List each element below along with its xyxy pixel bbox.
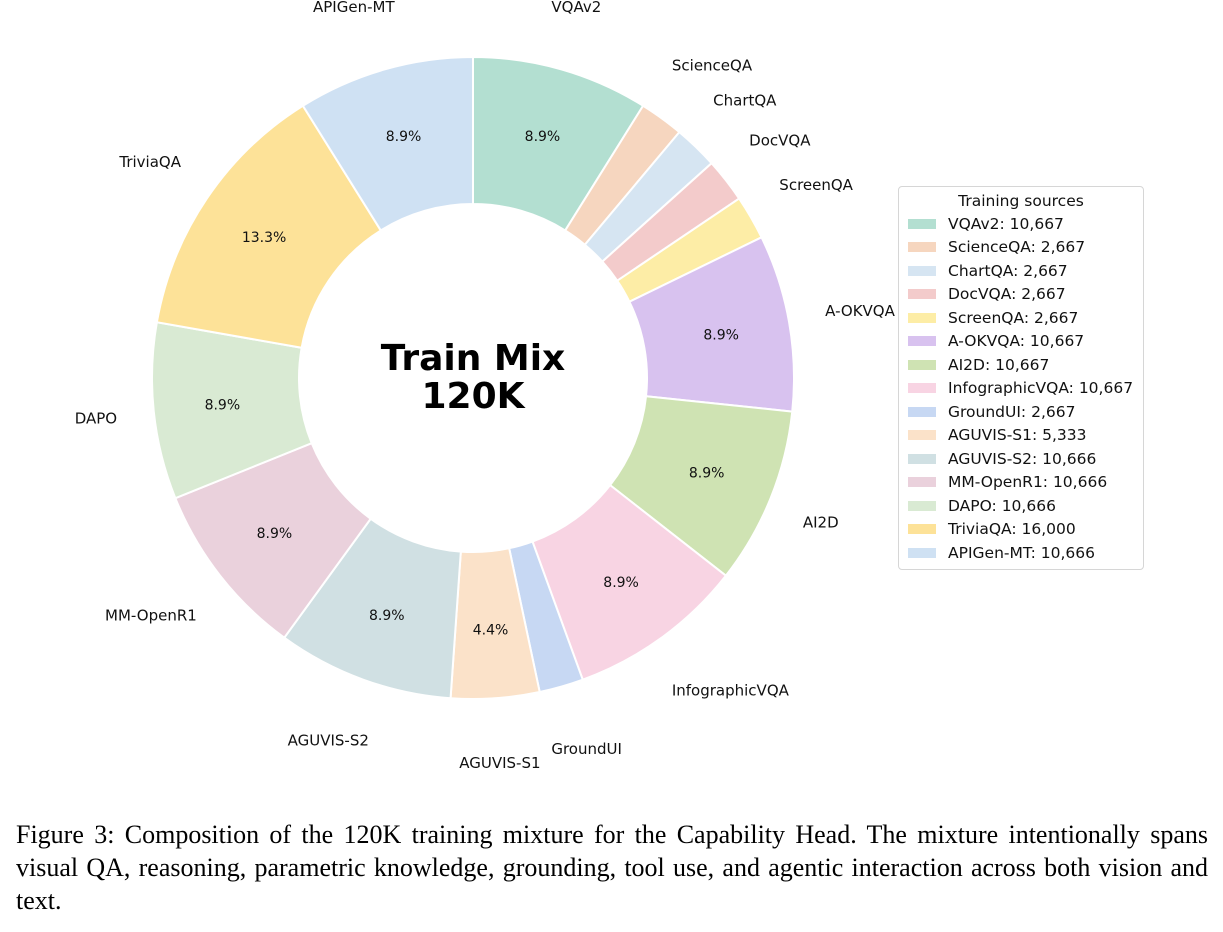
legend-swatch: [908, 500, 936, 511]
slice-label-docvqa: DocVQA: [749, 131, 811, 149]
legend-item-docvqa: DocVQA: 2,667: [899, 283, 1143, 307]
legend-title: Training sources: [958, 192, 1084, 210]
pct-label-aguvis-s1: 4.4%: [473, 622, 509, 638]
slice-label-aguvis-s2: AGUVIS-S2: [288, 732, 369, 750]
slice-label-groundui: GroundUI: [551, 740, 622, 758]
legend-swatch: [908, 242, 936, 253]
pct-label-infographicvqa: 8.9%: [603, 575, 639, 591]
legend-label: GroundUI: 2,667: [948, 402, 1076, 421]
legend-item-screenqa: ScreenQA: 2,667: [899, 306, 1143, 330]
slice-label-apigen-mt: APIGen-MT: [313, 0, 395, 16]
legend-label: A-OKVQA: 10,667: [948, 332, 1085, 351]
slice-label-chartqa: ChartQA: [713, 91, 777, 109]
legend-swatch: [908, 312, 936, 323]
slice-label-triviaqa: TriviaQA: [118, 153, 181, 171]
slice-label-mm-openr1: MM-OpenR1: [105, 607, 197, 625]
legend-swatch: [908, 547, 936, 558]
slice-label-dapo: DAPO: [75, 409, 117, 427]
donut-chart: 8.9% 8.9% 8.9% 8.9% 4.4% 8.9% 8.9% 8.9% 13.3% 8.9…: [75, 0, 896, 772]
slice-label-aguvis-s1: AGUVIS-S1: [459, 754, 540, 772]
chart-center-title-line1: Train Mix: [381, 338, 566, 379]
legend-swatch: [908, 453, 936, 464]
legend-swatch: [908, 265, 936, 276]
legend-label: TriviaQA: 16,000: [948, 520, 1076, 539]
legend-swatch: [908, 524, 936, 535]
legend-item-aguvis-s1: AGUVIS-S1: 5,333: [899, 424, 1143, 448]
legend-label: DocVQA: 2,667: [948, 285, 1066, 304]
legend-item-groundui: GroundUI: 2,667: [899, 400, 1143, 424]
legend-label: ScienceQA: 2,667: [948, 238, 1086, 257]
legend-swatch: [908, 430, 936, 441]
slice-label-a-okvqa: A-OKVQA: [825, 302, 895, 320]
slice-triviaqa: [155, 104, 383, 349]
slice-label-vqav2: VQAv2: [551, 0, 601, 16]
legend-item-apigen-mt: APIGen-MT: 10,666: [899, 541, 1143, 565]
legend-item-triviaqa: TriviaQA: 16,000: [899, 518, 1143, 542]
legend-item-chartqa: ChartQA: 2,667: [899, 259, 1143, 283]
legend-item-a-okvqa: A-OKVQA: 10,667: [899, 330, 1143, 354]
legend-label: DAPO: 10,666: [948, 496, 1056, 515]
legend-item-infographicvqa: InfographicVQA: 10,667: [899, 377, 1143, 401]
legend-label: APIGen-MT: 10,666: [948, 543, 1096, 562]
legend-label: MM-OpenR1: 10,666: [948, 473, 1108, 492]
legend-label: AI2D: 10,667: [948, 355, 1050, 374]
pct-label-mm-openr1: 8.9%: [257, 526, 293, 542]
chart-center-title-line2: 120K: [421, 376, 525, 417]
pct-label-a-okvqa: 8.9%: [703, 327, 739, 343]
legend-item-aguvis-s2: AGUVIS-S2: 10,666: [899, 447, 1143, 471]
legend-label: AGUVIS-S2: 10,666: [948, 449, 1097, 468]
slice-label-ai2d: AI2D: [803, 514, 839, 532]
figure: 8.9% 8.9% 8.9% 8.9% 4.4% 8.9% 8.9% 8.9% 13.3% 8.9…: [75, 0, 1144, 772]
legend-item-scienceqa: ScienceQA: 2,667: [899, 236, 1143, 260]
legend-swatch: [908, 359, 936, 370]
legend-swatch: [908, 218, 936, 229]
pct-label-triviaqa: 13.3%: [242, 230, 286, 246]
legend-label: AGUVIS-S1: 5,333: [948, 426, 1087, 445]
legend-label: InfographicVQA: 10,667: [948, 379, 1134, 398]
legend-swatch: [908, 336, 936, 347]
pct-label-aguvis-s2: 8.9%: [369, 608, 405, 624]
legend-item-ai2d: AI2D: 10,667: [899, 353, 1143, 377]
legend-item-vqav2: VQAv2: 10,667: [899, 212, 1143, 236]
legend-label: ChartQA: 2,667: [948, 261, 1068, 280]
pct-label-dapo: 8.9%: [205, 397, 241, 413]
legend-item-dapo: DAPO: 10,666: [899, 494, 1143, 518]
legend-swatch: [908, 383, 936, 394]
slice-label-scienceqa: ScienceQA: [672, 57, 753, 75]
legend-swatch: [908, 406, 936, 417]
legend-swatch: [908, 289, 936, 300]
slice-apigen-mt: [301, 55, 474, 232]
slice-label-infographicvqa: InfographicVQA: [672, 681, 790, 699]
legend-item-mm-openr1: MM-OpenR1: 10,666: [899, 471, 1143, 495]
pct-label-apigen-mt: 8.9%: [386, 129, 422, 145]
legend-label: VQAv2: 10,667: [948, 214, 1064, 233]
pct-label-vqav2: 8.9%: [525, 129, 561, 145]
figure-caption: Figure 3: Composition of the 120K traini…: [16, 820, 1208, 915]
slice-label-screenqa: ScreenQA: [779, 176, 853, 194]
legend-swatch: [908, 477, 936, 488]
chart-legend: Training sources VQAv2: 10,667 ScienceQA:…: [898, 186, 1144, 570]
pct-label-ai2d: 8.9%: [689, 465, 725, 481]
legend-label: ScreenQA: 2,667: [948, 308, 1079, 327]
